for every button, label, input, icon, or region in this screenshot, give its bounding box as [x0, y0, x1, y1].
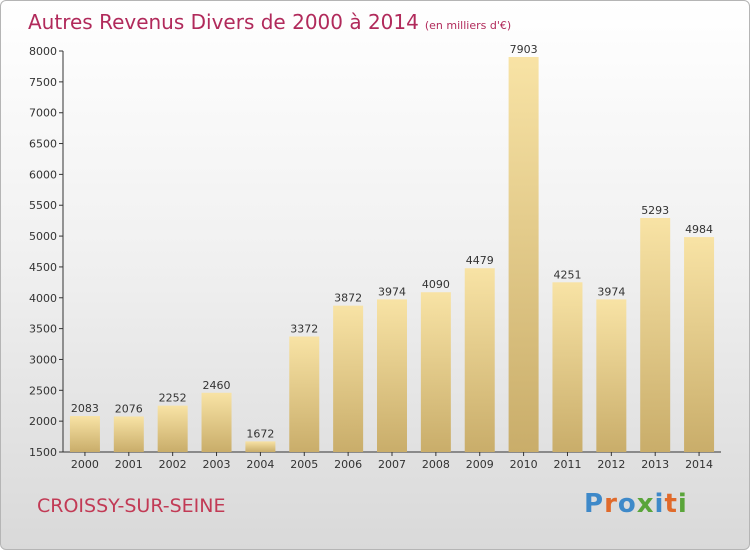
chart-bars	[69, 56, 715, 452]
y-tick-label: 8000	[29, 45, 57, 58]
value-label-2003: 2460	[203, 379, 231, 392]
bar-2008	[420, 292, 451, 452]
bar-2009	[464, 268, 495, 452]
bar-2013	[640, 218, 671, 452]
y-tick-label: 3500	[29, 323, 57, 336]
x-tick-label-2006: 2006	[334, 458, 362, 471]
bar-2012	[596, 299, 627, 452]
y-tick-label: 5000	[29, 230, 57, 243]
x-tick-label-2008: 2008	[422, 458, 450, 471]
value-label-2011: 4251	[553, 268, 581, 281]
x-tick-label-2002: 2002	[159, 458, 187, 471]
x-tick-label-2003: 2003	[203, 458, 231, 471]
x-tick-label-2001: 2001	[115, 458, 143, 471]
value-label-2014: 4984	[685, 223, 713, 236]
bar-2010	[508, 56, 539, 452]
value-label-2006: 3872	[334, 292, 362, 305]
bar-2014	[684, 237, 715, 452]
bar-2004	[245, 441, 276, 452]
x-tick-label-2000: 2000	[71, 458, 99, 471]
bar-2005	[289, 336, 320, 452]
y-tick-label: 3000	[29, 353, 57, 366]
bar-2003	[201, 392, 232, 452]
proxiti-logo: Proxiti	[584, 489, 688, 519]
logo-letter: o	[617, 489, 637, 519]
bar-2007	[377, 299, 407, 452]
x-tick-label-2004: 2004	[246, 458, 274, 471]
value-label-2002: 2252	[159, 392, 187, 405]
x-tick-label-2010: 2010	[510, 458, 538, 471]
x-tick-label-2009: 2009	[466, 458, 494, 471]
bar-2001	[113, 416, 144, 452]
y-tick-label: 4000	[29, 292, 57, 305]
y-tick-label: 2000	[29, 415, 57, 428]
bar-2000	[69, 416, 100, 452]
x-tick-label-2011: 2011	[553, 458, 581, 471]
y-tick-label: 6000	[29, 168, 57, 181]
value-label-2010: 7903	[510, 43, 538, 56]
value-label-2013: 5293	[641, 204, 669, 217]
y-tick-label: 6500	[29, 138, 57, 151]
logo-letter: t	[664, 489, 678, 519]
value-label-2012: 3974	[597, 285, 625, 298]
chart-axes: 1500 2000 2500 3000 3500 4000 4500 5000 5500 6000…	[29, 45, 721, 459]
y-tick-label: 5500	[29, 199, 57, 212]
y-tick-label: 1500	[29, 446, 57, 459]
value-label-2009: 4479	[466, 254, 494, 267]
logo-letter: i	[677, 489, 688, 519]
chart-title: Autres Revenus Divers de 2000 à 2014 (en …	[28, 10, 511, 34]
value-label-2008: 4090	[422, 278, 450, 291]
value-label-2001: 2076	[115, 402, 143, 415]
y-tick-label: 4500	[29, 261, 57, 274]
bar-2002	[157, 405, 188, 452]
chart-labels: 2083 2000 2076 2001 2252 2002 2460 2003 1672 2004…	[71, 43, 713, 471]
y-tick-label: 7000	[29, 107, 57, 120]
x-tick-label-2013: 2013	[641, 458, 669, 471]
value-label-2007: 3974	[378, 285, 406, 298]
x-tick-label-2007: 2007	[378, 458, 406, 471]
place-name: CROISSY-SUR-SEINE	[37, 495, 226, 517]
title-text: Autres Revenus Divers de 2000 à 2014	[28, 10, 419, 34]
y-tick-label: 2500	[29, 384, 57, 397]
value-label-2000: 2083	[71, 402, 99, 415]
logo-letter: x	[636, 489, 655, 519]
bar-2006	[333, 305, 364, 452]
title-unit: (en milliers d'€)	[424, 19, 512, 32]
logo-letter: P	[584, 489, 605, 519]
x-tick-label-2014: 2014	[685, 458, 713, 471]
x-tick-label-2012: 2012	[597, 458, 625, 471]
logo-letter: i	[654, 489, 665, 519]
logo-letter: r	[604, 489, 618, 519]
y-tick-label: 7500	[29, 76, 57, 89]
x-tick-label-2005: 2005	[290, 458, 318, 471]
bar-2011	[552, 282, 583, 452]
value-label-2004: 1672	[246, 427, 274, 440]
value-label-2005: 3372	[290, 323, 318, 336]
